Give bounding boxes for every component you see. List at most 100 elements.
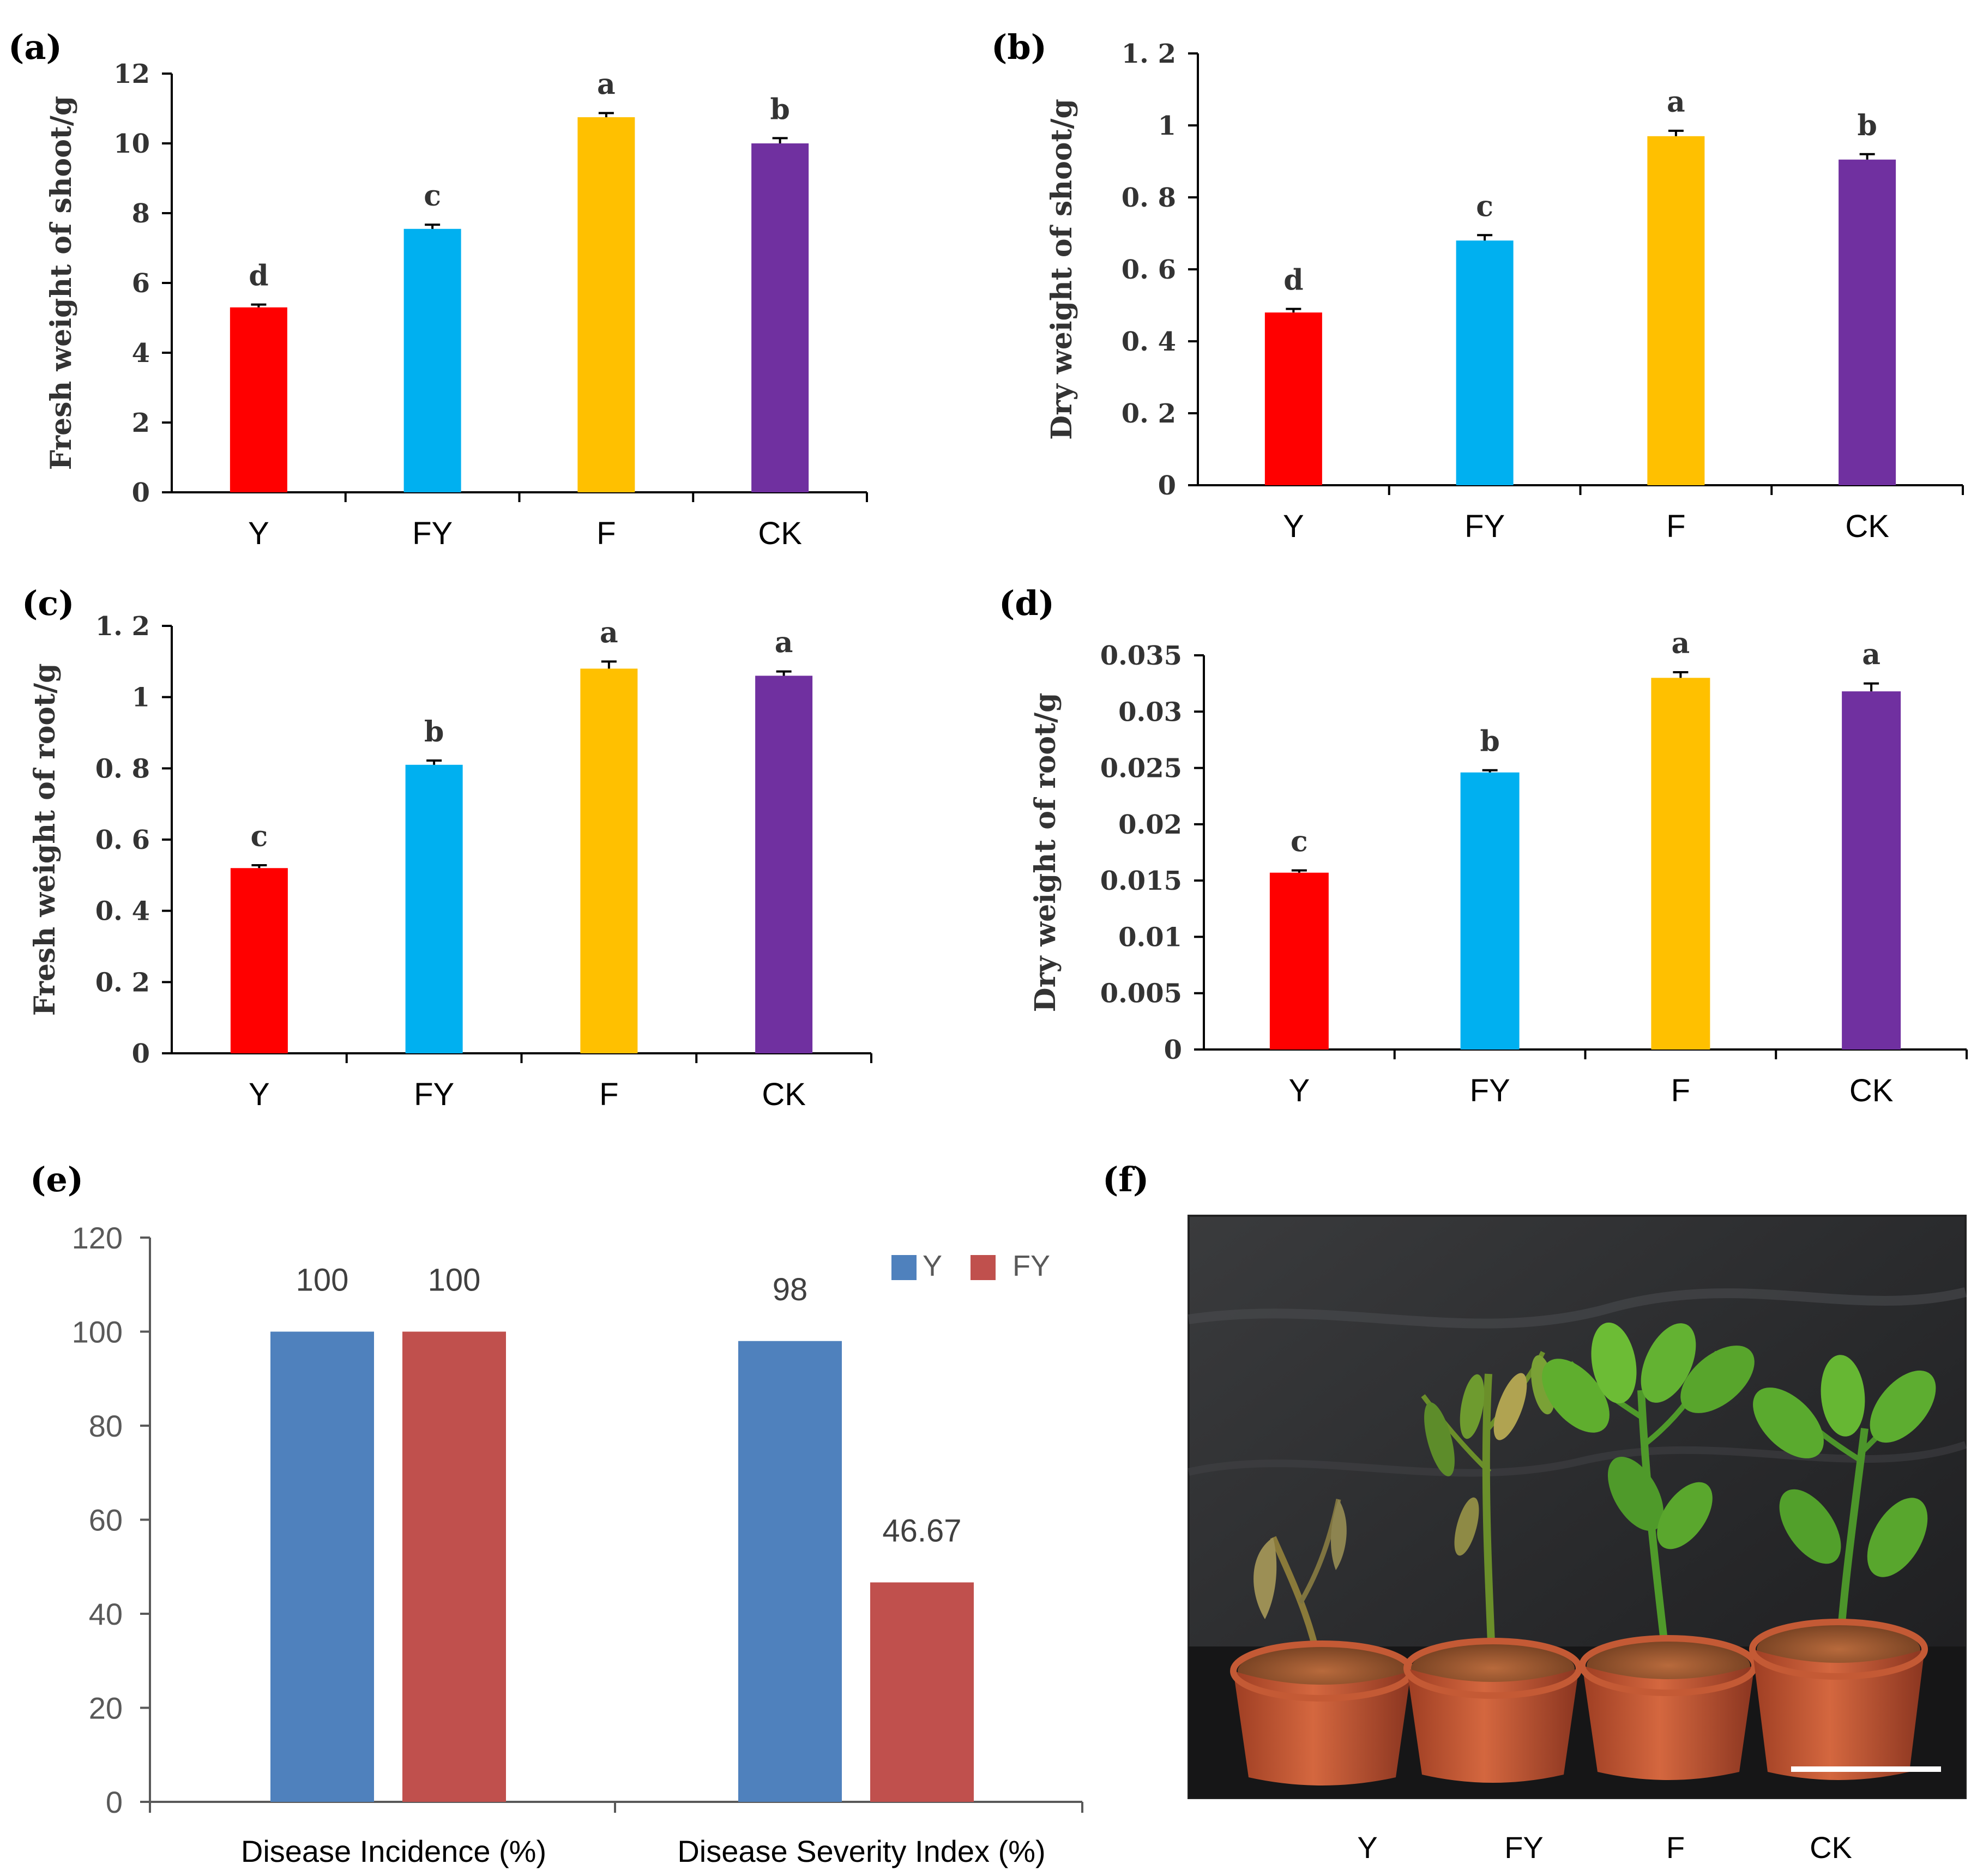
- significance-letter: d: [249, 260, 268, 293]
- significance-letter: a: [597, 68, 616, 101]
- y-tick-label: 0: [1164, 1035, 1182, 1065]
- bar: [738, 1341, 842, 1802]
- y-tick-label: 8: [132, 198, 150, 229]
- x-tick-label: Y: [1283, 509, 1304, 544]
- leaf: [1607, 1457, 1664, 1531]
- y-tick-label: 0: [1158, 470, 1176, 501]
- pot-rim: [1749, 1619, 1928, 1680]
- y-tick-label: 0. 6: [95, 825, 150, 855]
- bar: [1269, 872, 1329, 1049]
- y-tick-label: 12: [113, 59, 150, 89]
- wilted-leaf: [1330, 1499, 1347, 1570]
- x-tick-label: Disease Incidence (%): [241, 1834, 546, 1868]
- pot-f: [1582, 1666, 1755, 1780]
- significance-letter: c: [251, 820, 268, 853]
- bar: [580, 668, 638, 1053]
- y-tick-label: 0: [132, 478, 150, 508]
- x-tick-label: CK: [762, 1077, 806, 1112]
- legend-swatch-fy: [971, 1255, 996, 1280]
- legend-label-y: Y: [923, 1250, 942, 1282]
- significance-letter: b: [1857, 109, 1877, 142]
- y-tick-label: 0.03: [1118, 697, 1182, 727]
- y-tick-label: 120: [72, 1221, 123, 1255]
- photo-label-fy: FY: [1504, 1830, 1544, 1865]
- pot-fy: [1407, 1668, 1579, 1783]
- photo-label-y: Y: [1357, 1830, 1377, 1865]
- bar: [1456, 240, 1514, 485]
- y-tick-label: 10: [113, 129, 150, 159]
- wilted-leaf: [1253, 1537, 1277, 1619]
- x-tick-label: FY: [1470, 1073, 1510, 1108]
- bar: [1264, 312, 1322, 485]
- x-tick-label: FY: [1464, 509, 1505, 544]
- chart-dry-root: 0 0.005 0.01 0.015 0.02 0.025 0.03 0.035 Dry wei…: [1029, 627, 1968, 1108]
- y-tick-label: 0.025: [1100, 753, 1182, 784]
- data-label: 98: [773, 1272, 808, 1307]
- y-axis-label: Dry weight of root/g: [1029, 693, 1062, 1012]
- bar: [1460, 772, 1520, 1049]
- y-tick-label: 0. 2: [1122, 399, 1176, 429]
- y-tick-label: 0. 8: [95, 753, 150, 784]
- leaf: [1641, 1323, 1696, 1403]
- x-tick-label: FY: [414, 1077, 454, 1112]
- y-tick-label: 6: [132, 268, 150, 299]
- bar: [230, 868, 288, 1053]
- leaf: [1867, 1498, 1928, 1577]
- panel-label-d: (d): [999, 583, 1054, 623]
- bar: [577, 117, 635, 492]
- significance-letter: a: [1672, 627, 1690, 660]
- y-tick-label: 0. 4: [1122, 327, 1176, 357]
- bar: [1651, 678, 1710, 1049]
- plant-photo: [1188, 1215, 1967, 1799]
- significance-letter: b: [770, 93, 789, 126]
- panel-label-a: (a): [8, 27, 62, 67]
- y-tick-label: 1. 2: [95, 611, 150, 642]
- y-tick-label: 0.035: [1100, 641, 1182, 671]
- significance-letter: c: [424, 179, 441, 213]
- leaf: [1493, 1373, 1527, 1440]
- data-label: 100: [296, 1263, 349, 1298]
- significance-letter: d: [1283, 264, 1303, 297]
- leaf: [1779, 1489, 1841, 1564]
- y-tick-label: 0. 2: [95, 967, 150, 998]
- chart-fresh-root: 0 0. 2 0. 4 0. 6 0. 8 1 1. 2 Fresh weight of ro…: [28, 611, 872, 1112]
- y-tick-label: 0. 4: [95, 896, 150, 927]
- pot-rim: [1403, 1638, 1582, 1699]
- significance-letter: a: [775, 626, 793, 660]
- panel-label-b: (b): [991, 27, 1047, 67]
- x-tick-label: F: [1666, 509, 1685, 544]
- panel-label-e: (e): [30, 1160, 83, 1199]
- bar: [402, 1331, 506, 1802]
- photo-fold: [1188, 1441, 1967, 1477]
- y-tick-label: 40: [89, 1597, 123, 1631]
- y-axis-label: Fresh weight of root/g: [28, 663, 62, 1016]
- leaf: [1424, 1402, 1455, 1476]
- bar: [755, 675, 813, 1053]
- significance-letter: b: [1480, 725, 1499, 758]
- bar: [230, 307, 287, 492]
- y-tick-label: 0.02: [1118, 810, 1182, 840]
- leaf: [1542, 1359, 1610, 1433]
- x-tick-label: Y: [248, 516, 269, 551]
- x-tick-label: F: [596, 516, 616, 551]
- x-tick-label: Y: [249, 1077, 270, 1112]
- photo-label-f: F: [1666, 1830, 1685, 1865]
- y-tick-label: 0: [132, 1039, 150, 1069]
- y-tick-label: 0: [106, 1785, 123, 1819]
- y-tick-label: 80: [89, 1409, 123, 1443]
- significance-letter: a: [1862, 638, 1880, 672]
- y-tick-label: 20: [89, 1691, 123, 1726]
- leaf: [1821, 1355, 1865, 1437]
- significance-letter: a: [1667, 86, 1685, 119]
- bar: [403, 228, 461, 492]
- x-tick-label: F: [599, 1077, 618, 1112]
- y-tick-label: 2: [132, 408, 150, 438]
- y-tick-label: 0. 8: [1122, 183, 1176, 213]
- x-tick-label: Y: [1289, 1073, 1310, 1108]
- y-tick-label: 100: [72, 1315, 123, 1349]
- bar: [405, 764, 463, 1053]
- y-tick-label: 0.01: [1118, 922, 1182, 952]
- plant-stem: [1482, 1373, 1497, 1680]
- bar: [870, 1582, 974, 1802]
- legend-label-fy: FY: [1012, 1250, 1050, 1282]
